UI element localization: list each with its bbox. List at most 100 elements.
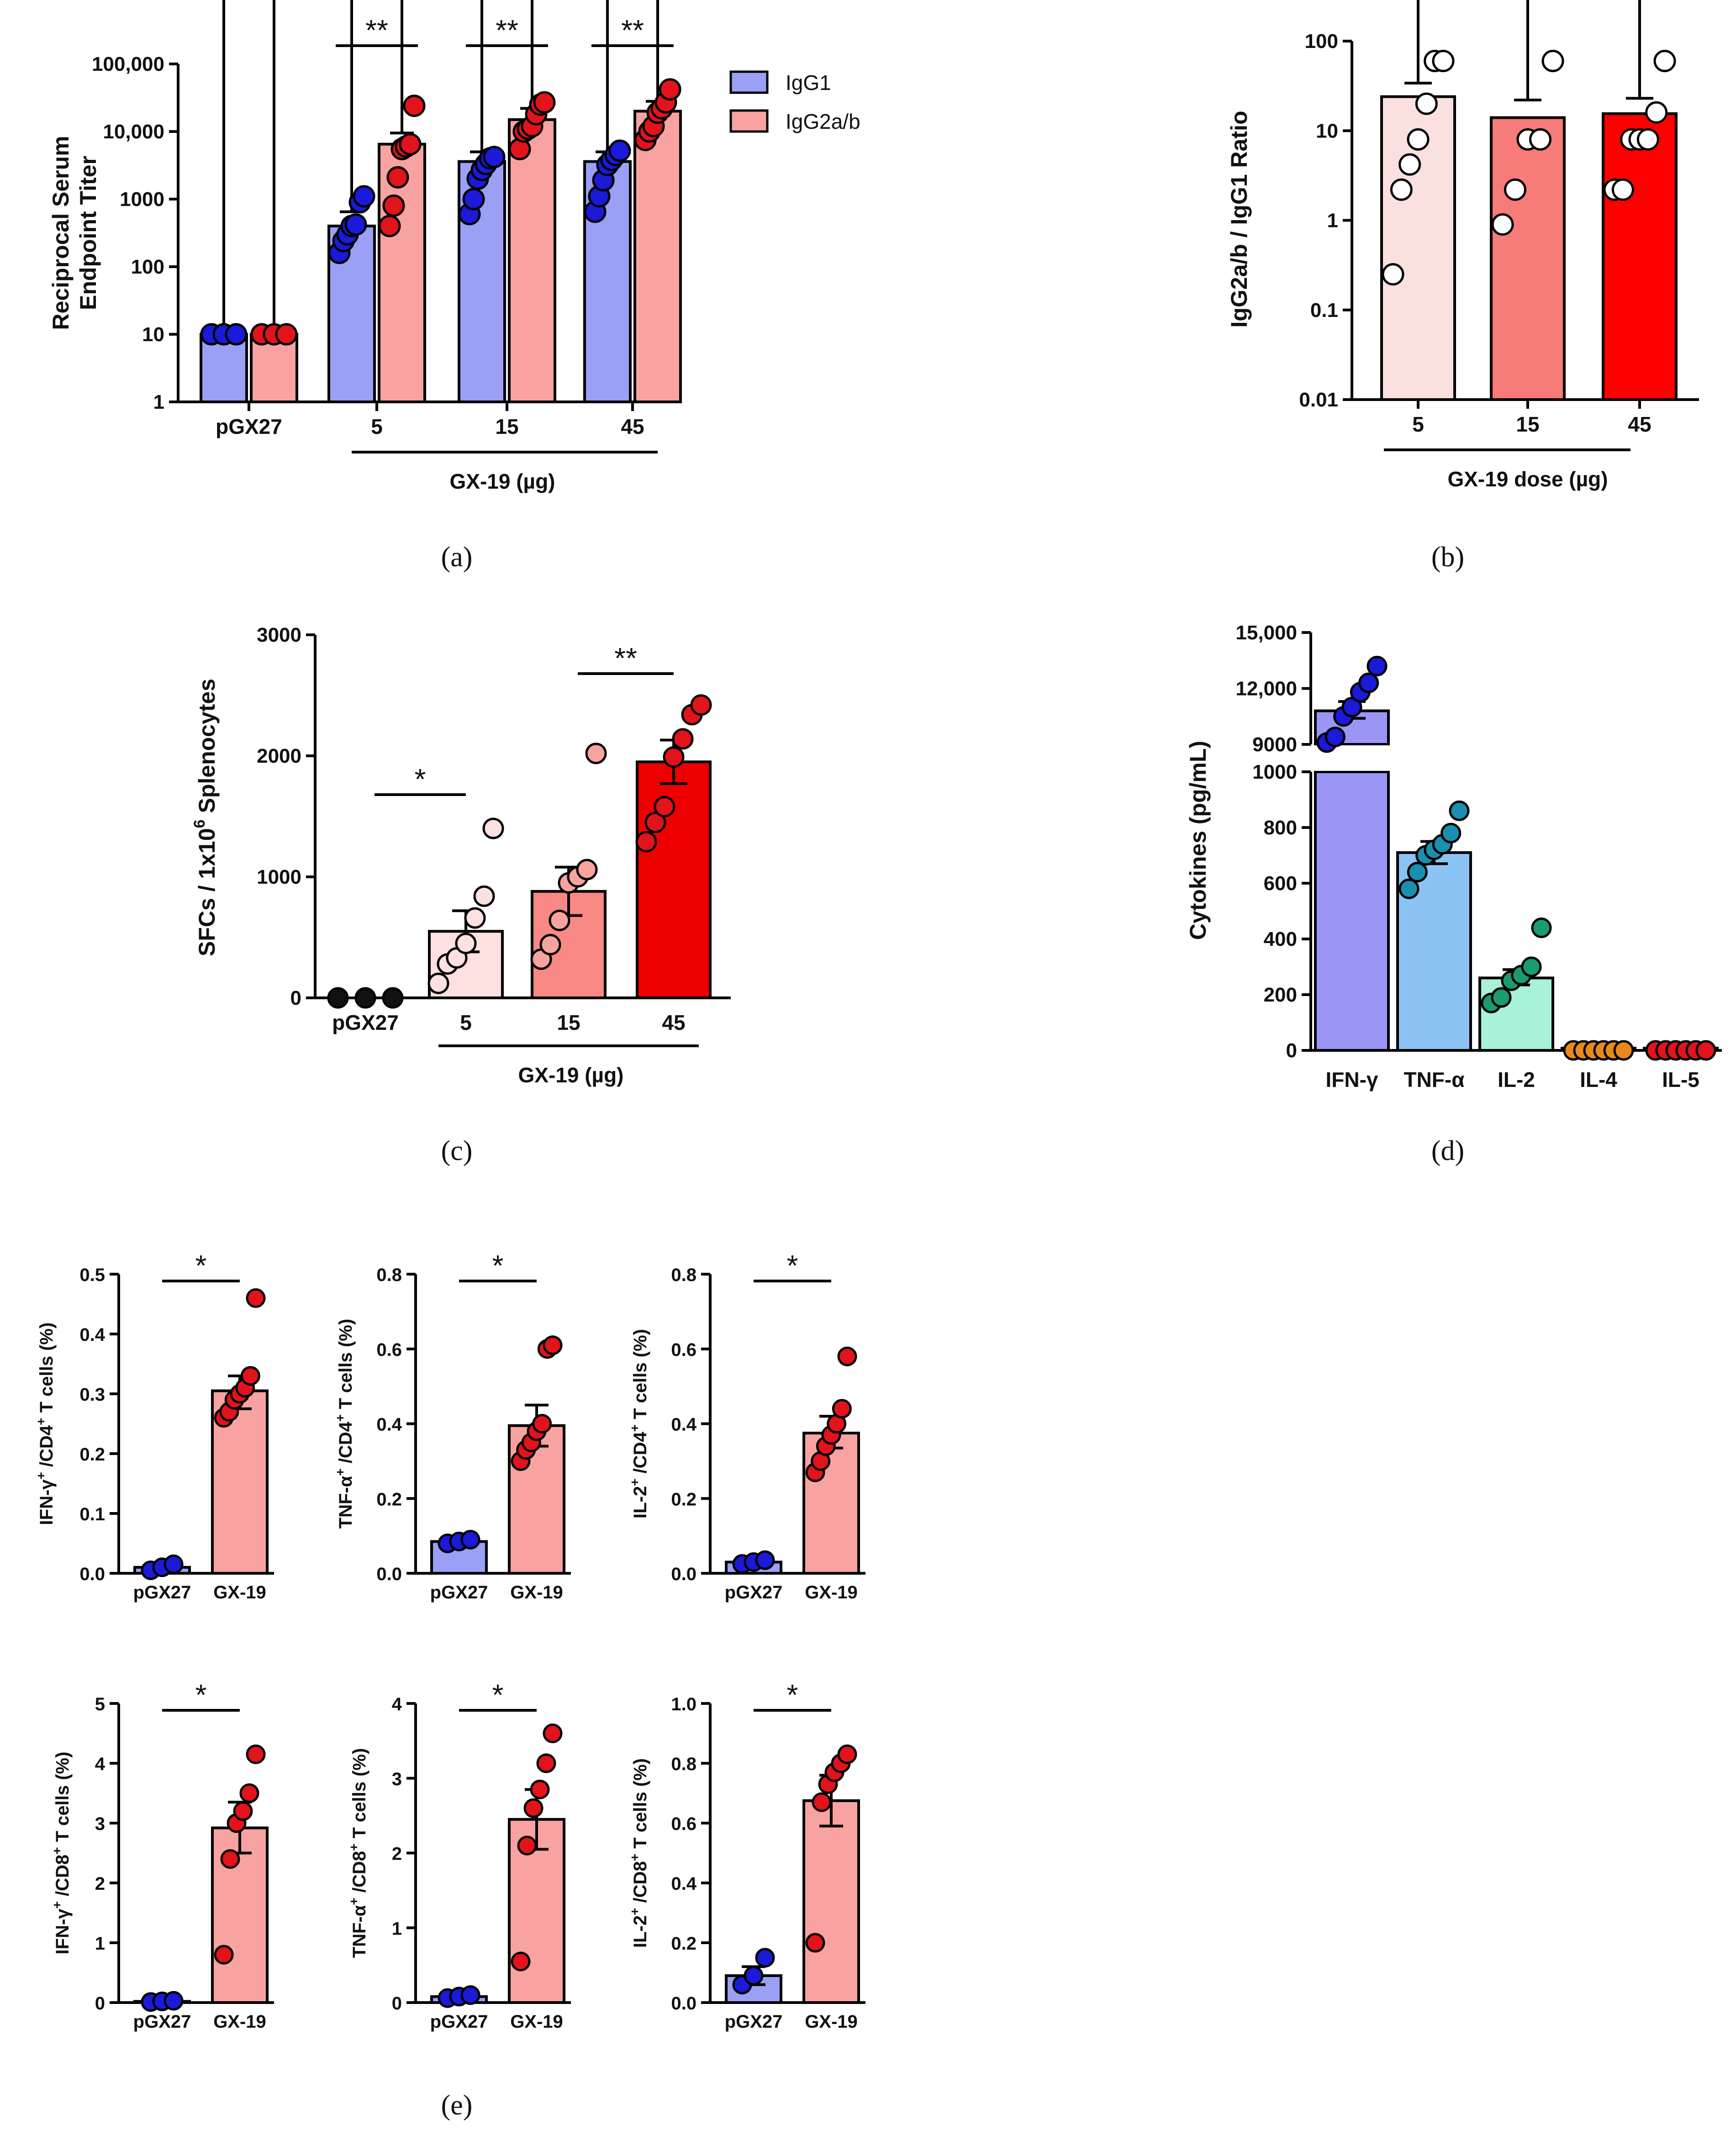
data-point — [543, 1335, 563, 1355]
data-point — [246, 1288, 266, 1308]
y-tick-label: 0.4 — [671, 1874, 697, 1894]
y-axis-label: Endpoint Titer — [75, 156, 101, 310]
y-tick-label: 1000 — [1252, 761, 1297, 783]
data-point — [1491, 213, 1514, 236]
significance-label: ** — [614, 642, 637, 675]
y-tick-label: 0.2 — [79, 1445, 105, 1465]
x-tick-label: GX-19 — [805, 1582, 858, 1603]
x-axis-label: GX-19 dose (µg) — [1447, 467, 1608, 491]
y-axis-label-part: T cells (%) — [349, 1748, 369, 1844]
data-point — [473, 885, 495, 907]
x-tick-label: 45 — [1628, 412, 1651, 436]
y-axis-label: Reciprocal Serum — [48, 136, 74, 330]
y-tick-label: 0.6 — [671, 1340, 697, 1360]
y-tick-label: 0.4 — [376, 1415, 402, 1435]
y-axis-label-part: /CD4 — [37, 1425, 57, 1472]
data-point — [1407, 128, 1430, 151]
data-point — [533, 91, 556, 114]
x-tick-label: pGX27 — [332, 1011, 399, 1034]
chart-e6: 0.00.20.40.60.81.0IL-2+ /CD8+ T cells (%… — [628, 1678, 865, 2032]
y-axis-label: TNF-α+ /CD4+ T cells (%) — [333, 1319, 356, 1529]
data-point — [1432, 50, 1455, 73]
data-point — [672, 728, 694, 750]
y-axis-label-sup: + — [628, 1854, 642, 1861]
data-point — [220, 1849, 240, 1869]
y-tick-label: 0.4 — [79, 1325, 105, 1345]
y-tick-label: 0.0 — [376, 1564, 402, 1584]
y-axis-label-part: T cells (%) — [630, 1758, 650, 1854]
data-point — [523, 1798, 543, 1818]
data-point — [654, 796, 675, 817]
significance-label: ** — [621, 14, 644, 47]
y-axis-label-part: IL-2 — [630, 1486, 650, 1518]
significance-label: * — [492, 1678, 504, 1711]
y-axis-label-part: /CD4 — [336, 1421, 356, 1468]
data-point — [1636, 128, 1659, 151]
y-tick-label: 100,000 — [92, 53, 164, 75]
x-tick-label: pGX27 — [216, 415, 282, 438]
y-axis-label: IgG2a/b / IgG1 Ratio — [1226, 111, 1252, 327]
data-point — [482, 817, 504, 839]
x-tick-label: GX-19 — [510, 1582, 563, 1603]
data-point — [644, 812, 666, 833]
data-point — [755, 1550, 775, 1570]
x-tick-label: 5 — [1412, 412, 1424, 436]
x-tick-label: 45 — [621, 415, 644, 438]
x-tick-label: 5 — [371, 415, 383, 438]
y-axis-label-part: SFCs / 1x10 — [194, 828, 220, 956]
chart-c: 0 1000 2000 3000 SFCs / 1x106 Splenocytes pGX… — [191, 624, 731, 1087]
data-point — [517, 1835, 537, 1856]
y-axis-label: IFN-γ+ /CD4+ T cells (%) — [34, 1323, 57, 1525]
chart-b: 0.01 0.1 1 10 100 IgG2a/b / IgG1 Ratio 5 15 45 GX… — [1226, 0, 1699, 491]
y-tick-label: 600 — [1264, 872, 1297, 895]
y-axis-label-sup: + — [628, 1424, 642, 1432]
y-axis-label: SFCs / 1x106 Splenocytes — [191, 679, 220, 956]
data-point — [1382, 263, 1404, 286]
y-tick-label: 10 — [142, 323, 164, 346]
y-tick-label: 0.8 — [376, 1265, 402, 1285]
y-axis-label-sup: 6 — [191, 819, 208, 828]
bar — [1478, 976, 1554, 1052]
y-tick-label: 0.3 — [79, 1385, 105, 1405]
chart-d: 0 200 400 600 800 1000 9000 12,000 15,000 Cytokin… — [1185, 622, 1722, 1091]
y-tick-label: 1.0 — [671, 1694, 697, 1714]
y-tick-label: 2000 — [257, 745, 301, 767]
y-axis-label-part: T cells (%) — [53, 1752, 73, 1847]
y-axis-label-part: /CD8 — [630, 1861, 650, 1908]
data-point — [1645, 101, 1668, 124]
data-point — [233, 1801, 253, 1821]
data-point — [164, 1991, 184, 2011]
y-axis-label-sup: + — [50, 1901, 64, 1909]
y-axis-label-sup: + — [34, 1418, 48, 1425]
y-tick-label: 0.0 — [671, 1564, 697, 1584]
y-axis-label-part: IFN-γ — [53, 1909, 73, 1955]
data-point — [386, 166, 409, 189]
x-tick-label: IL-2 — [1498, 1068, 1535, 1091]
y-tick-label: 0.4 — [671, 1415, 697, 1435]
y-tick-label: 1 — [153, 391, 164, 413]
data-point — [1529, 128, 1551, 151]
data-point — [1324, 727, 1346, 748]
y-axis-label-part: IFN-γ — [37, 1479, 57, 1525]
y-tick-label: 3000 — [257, 624, 301, 646]
data-point — [1695, 1040, 1716, 1061]
data-point — [344, 213, 367, 236]
data-point — [246, 1744, 266, 1764]
y-tick-label: 1 — [392, 1919, 402, 1939]
y-tick-label: 0.0 — [79, 1564, 105, 1584]
legend-label: IgG2a/b — [786, 110, 860, 133]
y-tick-label: 10 — [1316, 120, 1338, 142]
panel-label-b: (b) — [1431, 542, 1464, 573]
data-point — [460, 1529, 480, 1550]
group-label: GX-19 (µg) — [518, 1063, 624, 1087]
x-tick-label: TNF-α — [1404, 1068, 1464, 1091]
y-axis-label-part: /CD8 — [53, 1855, 73, 1901]
data-point — [837, 1744, 857, 1764]
y-axis-label-part: /CD4 — [630, 1432, 650, 1479]
legend-swatch — [729, 70, 769, 94]
y-axis-label-sup: + — [347, 1844, 361, 1851]
data-point — [536, 1753, 556, 1773]
